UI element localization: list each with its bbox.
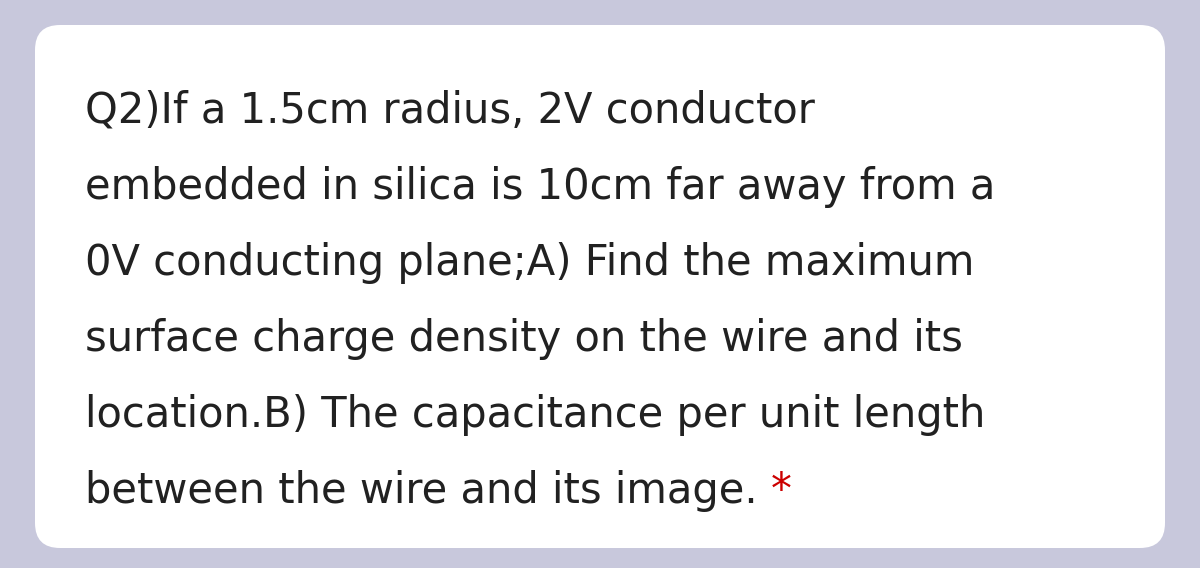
Text: embedded in silica is 10cm far away from a: embedded in silica is 10cm far away from… — [85, 166, 995, 208]
Text: between the wire and its image.: between the wire and its image. — [85, 470, 770, 512]
Text: surface charge density on the wire and its: surface charge density on the wire and i… — [85, 318, 962, 360]
FancyBboxPatch shape — [35, 25, 1165, 548]
Text: Q2)If a 1.5cm radius, 2V conductor: Q2)If a 1.5cm radius, 2V conductor — [85, 90, 815, 132]
Text: location.B) The capacitance per unit length: location.B) The capacitance per unit len… — [85, 394, 985, 436]
Text: *: * — [770, 470, 792, 512]
Text: 0V conducting plane;A) Find the maximum: 0V conducting plane;A) Find the maximum — [85, 242, 974, 284]
